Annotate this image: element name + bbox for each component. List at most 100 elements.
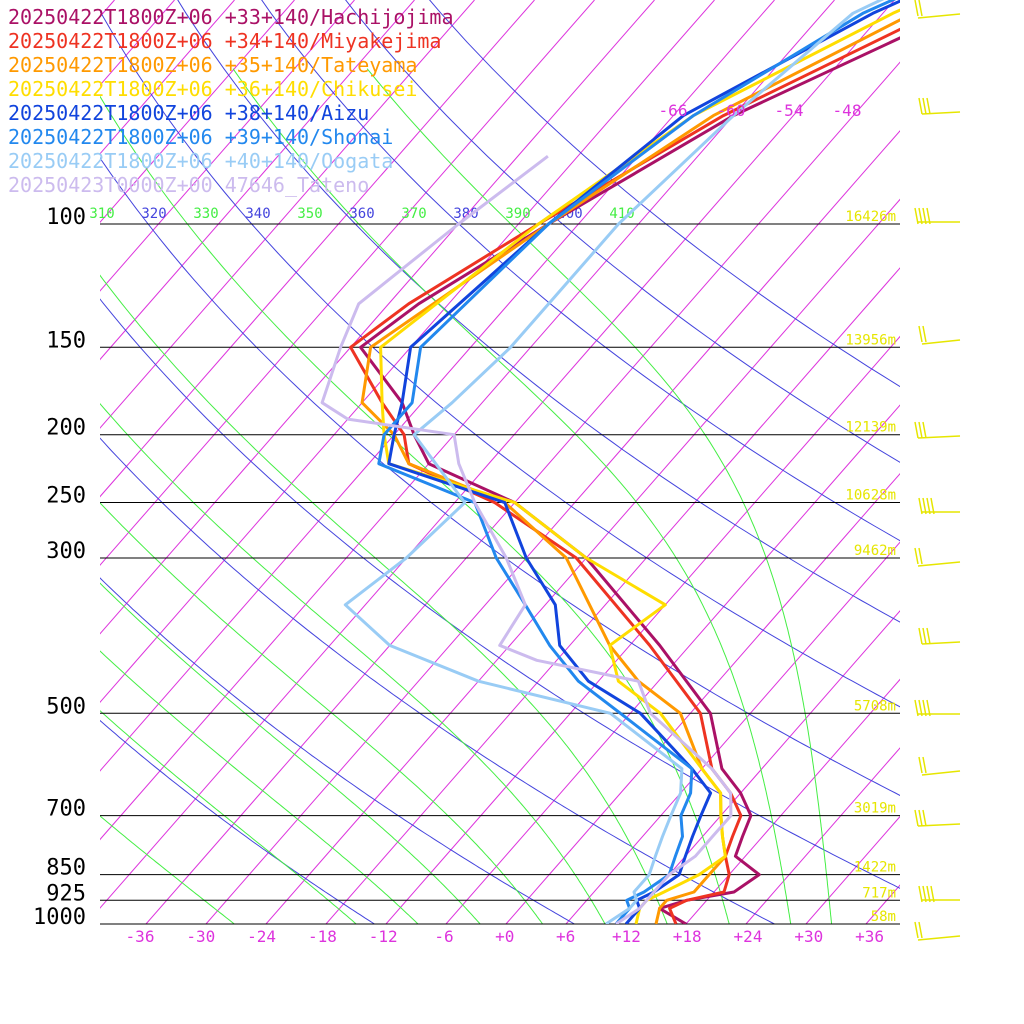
pressure-label: 250 [46,484,86,509]
legend-entry: 20250422T1800Z+06 +39+140/Shonai [8,125,393,149]
wind-barb-flag [915,810,918,826]
wind-barb-flag [919,0,922,16]
sounding-line [379,0,1024,924]
sounding-line [381,0,1024,924]
sounding-line [322,156,731,924]
legend-entry: 20250422T1800Z+06 +40+140/Oogata [8,149,393,173]
wind-barb-flag [927,98,930,114]
wind-barb [918,562,960,566]
theta-label: 320 [141,206,166,222]
temperature-tick-label: +6 [556,927,575,946]
wind-barb [918,824,960,826]
upper-temperature-label: -60 [717,101,746,120]
isotherm-line [806,0,1024,924]
temperature-tick-label: +18 [673,927,702,946]
theta-label: 370 [401,206,426,222]
wind-barb-flag [919,628,922,644]
wind-barb-flag [923,326,926,342]
legend-entry: 20250422T1800Z+06 +33+140/Hachijojima [8,5,454,29]
temperature-tick-label: +30 [794,927,823,946]
moist-adiabat-grid [0,69,833,939]
wind-barb [922,642,960,644]
temperature-tick-label: +0 [495,927,514,946]
height-label: 9462m [854,543,896,559]
wind-barb-flag [919,886,922,902]
isotherm-line [686,0,1024,924]
temperature-tick-label: -24 [247,927,276,946]
height-label: 16426m [845,209,896,225]
wind-barb-flag [919,422,922,438]
legend-entry: 20250422T1800Z+06 +38+140/Aizu [8,101,369,125]
temperature-tick-labels: -36 -30 -24 -18 -12 -6 +0 +6 +12 +18 +24 +30 +36 [126,927,885,946]
wind-barb-flag [923,98,926,114]
wind-barb [922,771,960,775]
temperature-tick-label: -6 [434,927,453,946]
moist-adiabat-line [233,69,793,939]
wind-barb-flag [915,548,918,564]
temperature-tick-label: -36 [126,927,155,946]
pressure-label: 300 [46,539,86,564]
wind-barb-flag [923,810,926,826]
height-label: 3019m [854,801,896,817]
isotherm-line [866,0,1024,924]
isotherm-line [926,0,1024,924]
temperature-tick-label: -18 [308,927,337,946]
wind-barb [922,340,960,344]
wind-barb-flag [923,422,926,438]
wind-barb-flag [915,700,918,716]
legend-entry: 20250422T1800Z+06 +35+140/Tateyama [8,53,417,77]
isotherm-line [746,0,1024,924]
temperature-tick-label: -30 [186,927,215,946]
height-label: 5708m [854,698,896,714]
upper-temperature-label: -66 [659,101,688,120]
wind-barb-flag [915,0,918,16]
pressure-label: 500 [46,694,86,719]
wind-barb-flag [919,757,922,773]
wind-barb-flag [915,922,918,938]
legend-entry: 20250422T1800Z+06 +36+140/Chikusei [8,77,417,101]
temperature-tick-label: +12 [612,927,641,946]
theta-label: 340 [245,206,270,222]
wind-barb-flag [915,422,918,438]
theta-label: 350 [297,206,322,222]
wind-barb-flag [927,628,930,644]
theta-label: 390 [505,206,530,222]
wind-barb [922,112,960,114]
isotherm-line [986,0,1024,924]
pressure-label: 150 [46,328,86,353]
wind-barb-flag [919,810,922,826]
temperature-tick-label: +24 [734,927,763,946]
height-labels: 16426m 13956m 12139m 10628m 9462m 5708m 3019m 1… [845,209,896,925]
pressure-label: 1000 [33,905,86,930]
height-label: 12139m [845,420,896,436]
height-label: 717m [862,885,896,901]
wind-barb-flag [919,498,922,514]
pressure-label: 850 [46,856,86,881]
theta-label: 360 [349,206,374,222]
theta-label: 310 [89,206,114,222]
wind-barb-flag [919,326,922,342]
upper-temperature-label: -48 [833,101,862,120]
wind-barb [918,936,960,940]
pressure-label: 100 [46,205,86,230]
theta-label: 330 [193,206,218,222]
temperature-tick-label: +36 [855,927,884,946]
wind-barb-flag [915,208,918,224]
height-label: 13956m [845,332,896,348]
temperature-tick-label: -12 [369,927,398,946]
height-label: 10628m [845,488,896,504]
pressure-label: 925 [46,881,86,906]
wind-barb-flag [923,757,926,773]
wind-barb-flag [919,922,922,938]
moist-adiabat-line [0,69,613,939]
wind-barb-flag [919,98,922,114]
pressure-label: 200 [46,416,86,441]
legend-entry: 20250423T0000Z+00 47646_Tateno [8,173,369,197]
wind-barb-flag [919,548,922,564]
wind-barb [918,436,960,438]
isotherm-line [566,0,1024,924]
skew-t-chart: 100 150 200 250 300 500 700 8509251000 310 320 33… [0,0,1024,1024]
sounding-line [389,0,1024,924]
pressure-label: 700 [46,797,86,822]
upper-temperature-label: -54 [775,101,804,120]
